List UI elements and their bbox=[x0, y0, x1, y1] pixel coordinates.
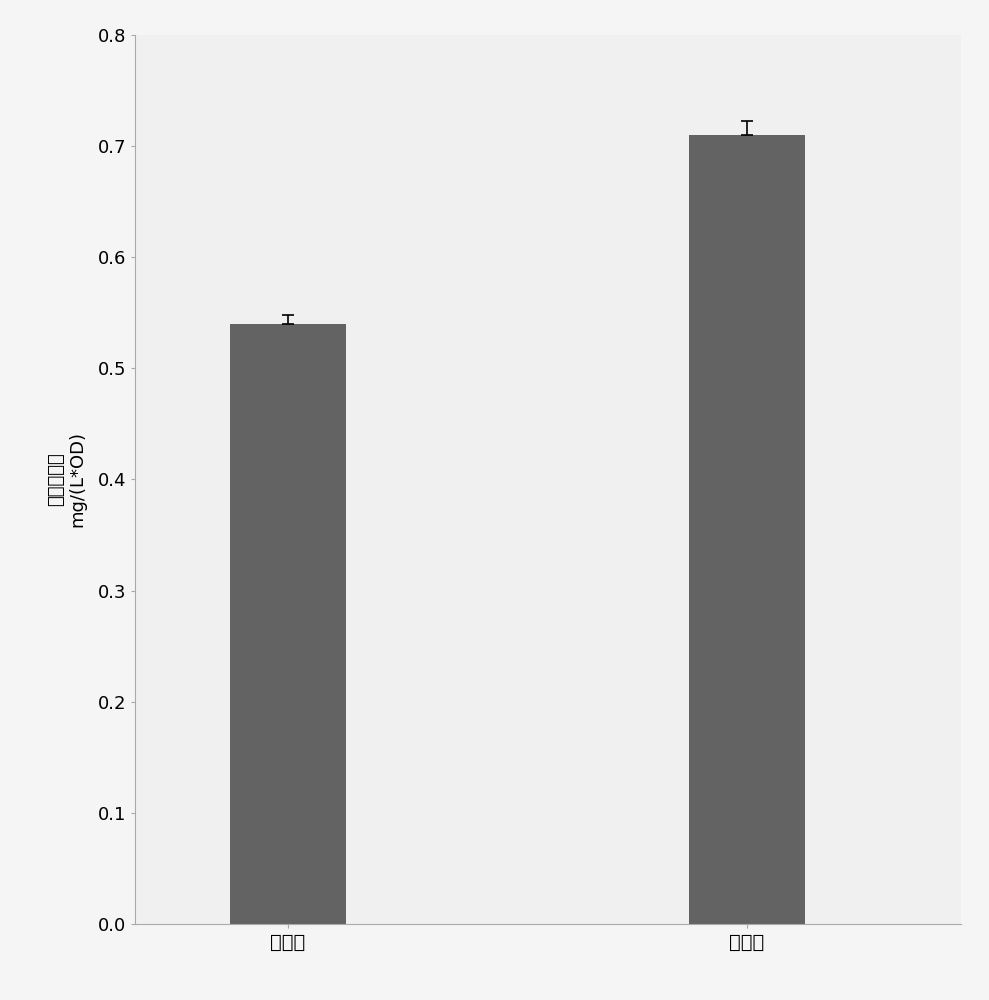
Y-axis label: 脂肪酸含量
mg/(L*OD): 脂肪酸含量 mg/(L*OD) bbox=[47, 431, 86, 527]
Bar bbox=[229, 324, 346, 924]
Bar bbox=[689, 135, 805, 924]
